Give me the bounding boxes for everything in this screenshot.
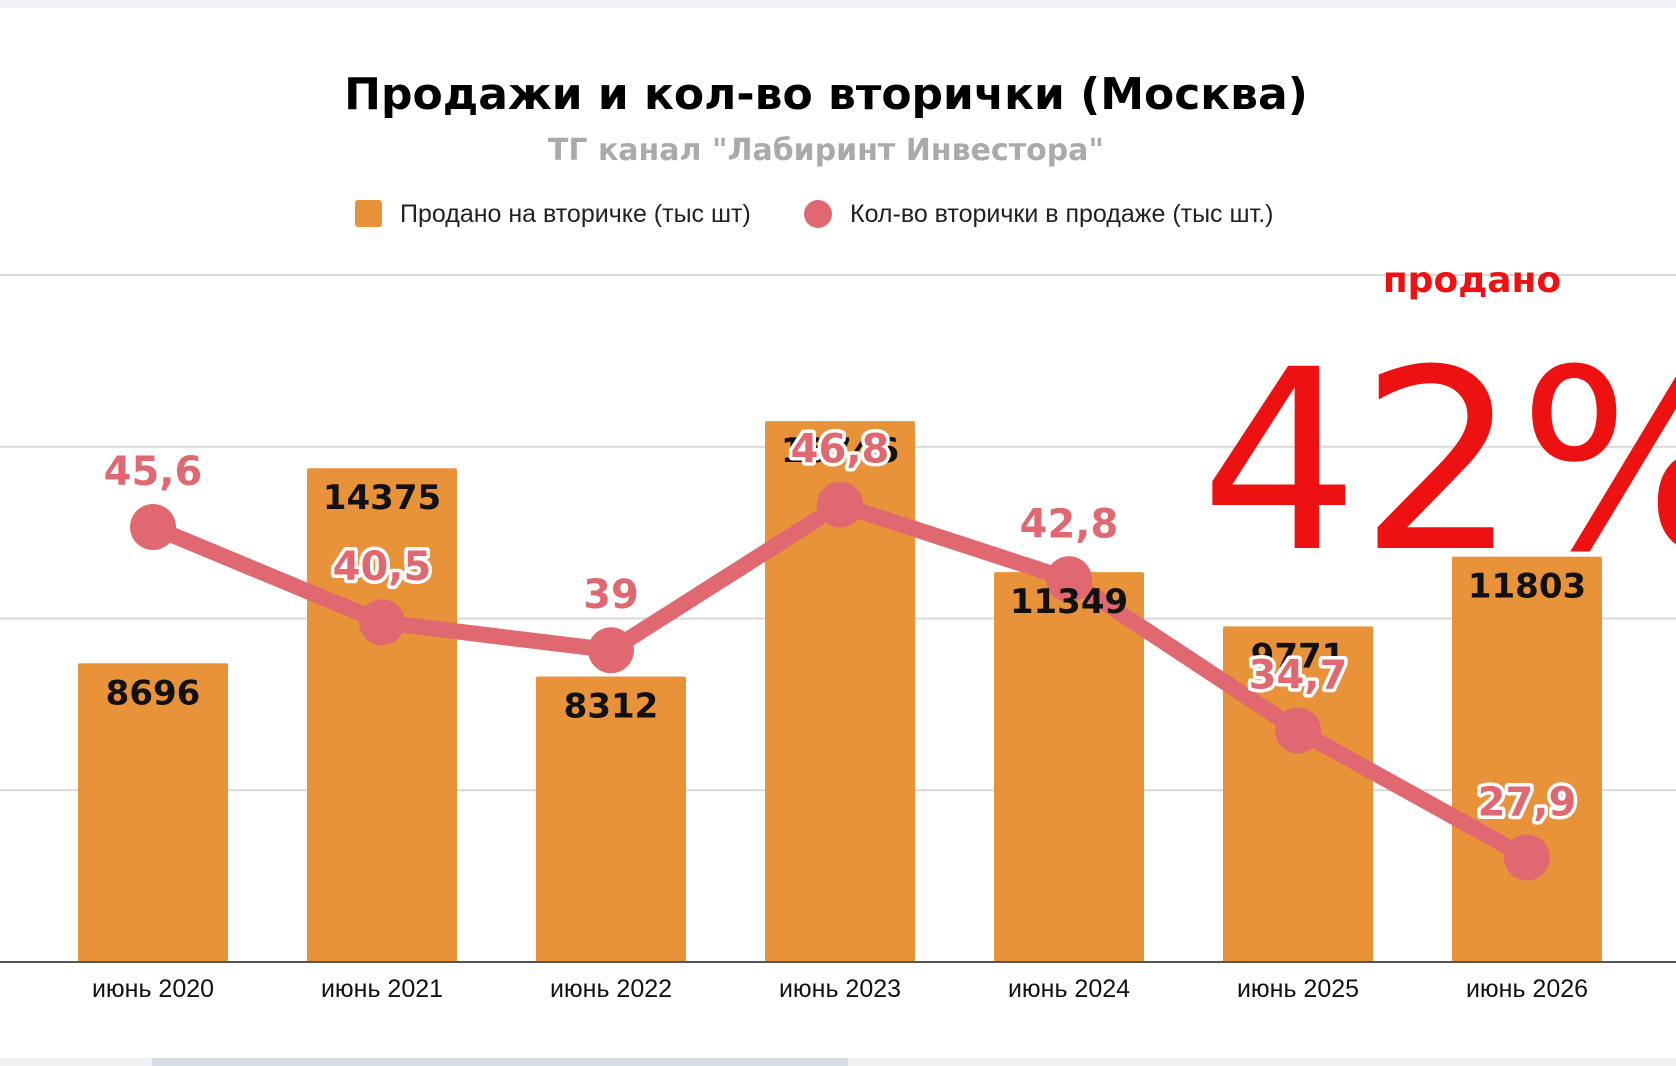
line-point — [1046, 556, 1092, 603]
line-data-label: 45,6 — [104, 449, 203, 495]
annotation-small-text: продано — [1383, 260, 1561, 301]
legend-label-bars: Продано на вторичке (тыс шт) — [400, 200, 751, 228]
bar-labels: 8696 14375 8312 15746 11349 9771 11803 — [106, 431, 1586, 726]
line-data-label: 27,9 — [1478, 779, 1577, 825]
x-tick-label: июнь 2024 — [1008, 975, 1130, 1003]
line-data-label: 42,8 — [1020, 501, 1119, 547]
x-tick-label: июнь 2025 — [1237, 975, 1359, 1003]
line-data-label: 46,8 — [791, 427, 890, 473]
line-point — [1504, 834, 1550, 881]
x-tick-labels: июнь 2020 июнь 2021 июнь 2022 июнь 2023 июнь… — [92, 975, 1588, 1003]
line-point — [1275, 707, 1321, 754]
bar — [78, 663, 228, 962]
legend-swatch-bars — [355, 200, 382, 227]
bar — [307, 468, 457, 962]
line-data-label: 39 — [583, 572, 639, 618]
line-data-label: 40,5 — [333, 544, 432, 590]
bar — [994, 572, 1144, 962]
bar-data-label: 15746 — [781, 431, 899, 471]
bar-data-label: 9771 — [1251, 636, 1346, 676]
x-tick-label: июнь 2022 — [550, 975, 672, 1003]
chart-subtitle: ТГ канал "Лабиринт Инвестора" — [548, 133, 1104, 168]
legend: Продано на вторичке (тыс шт) Кол-во втор… — [355, 200, 1274, 228]
x-tick-label: июнь 2023 — [779, 975, 901, 1003]
bar — [765, 421, 915, 963]
x-tick-label: июнь 2021 — [321, 975, 443, 1003]
legend-swatch-line — [804, 200, 832, 228]
line-point — [817, 481, 863, 528]
line-series — [130, 481, 1550, 881]
x-tick-label: июнь 2026 — [1466, 975, 1588, 1003]
legend-label-line: Кол-во вторички в продаже (тыс шт.) — [850, 200, 1274, 228]
handwritten-annotation: продано 42% — [1200, 260, 1676, 607]
bar-data-label: 11803 — [1468, 567, 1586, 607]
scrollbar-thumb[interactable] — [152, 1058, 848, 1066]
top-strip — [0, 0, 1676, 8]
bar-data-label: 14375 — [323, 478, 441, 518]
line-data-label: 34,7 — [1249, 653, 1348, 699]
bar — [1452, 556, 1602, 962]
bar — [536, 676, 686, 962]
bar-data-label: 8696 — [106, 673, 201, 713]
x-tick-label: июнь 2020 — [92, 975, 214, 1003]
line-point — [130, 504, 176, 551]
chart-title: Продажи и кол-во вторички (Москва) — [344, 69, 1308, 120]
line-point — [588, 627, 634, 674]
bar-data-label: 11349 — [1010, 582, 1128, 622]
line-labels: 45,6 40,5 39 46,8 42,8 34,7 27,9 — [100, 423, 1580, 829]
line-point — [359, 599, 405, 646]
annotation-big-text: 42% — [1200, 316, 1676, 607]
bar-data-label: 8312 — [564, 686, 659, 726]
